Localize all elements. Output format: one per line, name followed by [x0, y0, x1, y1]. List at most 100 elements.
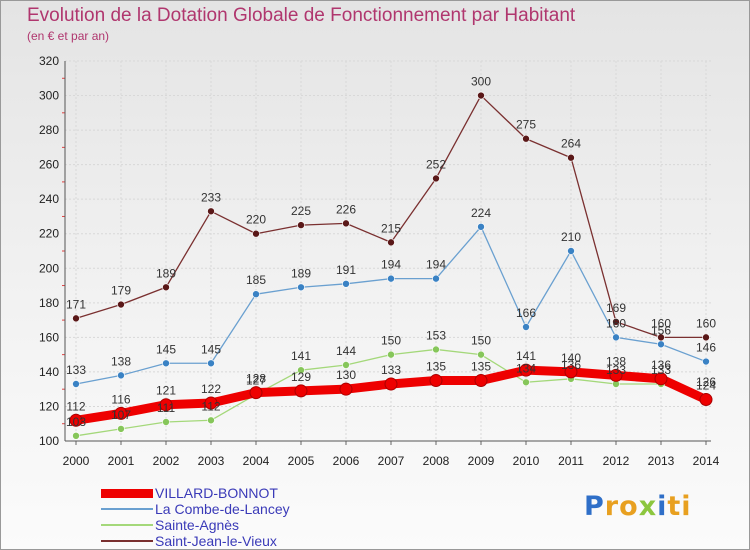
x-tick-label: 2005 — [288, 454, 315, 468]
data-point-villard-bonnot — [159, 398, 173, 412]
data-label-la-combe-de-lancey: 145 — [156, 342, 176, 356]
data-label-la-combe-de-lancey: 156 — [651, 323, 671, 337]
data-point-villard-bonnot — [474, 374, 488, 388]
data-label-saint-jean-le-vieux: 179 — [111, 284, 131, 298]
x-tick-label: 2006 — [333, 454, 360, 468]
data-label-la-combe-de-lancey: 146 — [696, 341, 716, 355]
legend-item-villard-bonnot: VILLARD-BONNOT — [101, 485, 290, 501]
x-tick-label: 2014 — [693, 454, 720, 468]
data-label-villard-bonnot: 136 — [651, 358, 671, 372]
data-label-sainte-agnes: 136 — [561, 358, 581, 372]
data-point-villard-bonnot — [294, 384, 308, 398]
data-label-saint-jean-le-vieux: 226 — [336, 202, 356, 216]
data-label-villard-bonnot: 128 — [246, 372, 266, 386]
data-label-villard-bonnot: 140 — [561, 351, 581, 365]
data-label-sainte-agnes: 133 — [651, 363, 671, 377]
data-label-saint-jean-le-vieux: 189 — [156, 266, 176, 280]
data-point-la-combe-de-lancey — [702, 357, 710, 366]
data-label-la-combe-de-lancey: 189 — [291, 266, 311, 280]
data-point-sainte-agnes — [477, 350, 485, 359]
data-point-la-combe-de-lancey — [432, 274, 440, 283]
logo-letter: r — [604, 491, 620, 522]
data-point-villard-bonnot — [249, 386, 263, 400]
data-point-la-combe-de-lancey — [252, 290, 260, 298]
data-label-villard-bonnot: 135 — [426, 360, 446, 374]
data-point-saint-jean-le-vieux — [72, 314, 80, 323]
data-label-sainte-agnes: 127 — [246, 373, 266, 387]
data-label-villard-bonnot: 141 — [516, 349, 536, 363]
data-label-sainte-agnes: 112 — [201, 399, 220, 413]
legend-label: Saint-Jean-le-Vieux — [155, 533, 277, 549]
data-label-sainte-agnes: 111 — [157, 401, 176, 415]
y-tick-label: 320 — [39, 54, 59, 68]
data-label-sainte-agnes: 134 — [516, 361, 536, 375]
x-tick-label: 2001 — [108, 454, 135, 468]
x-tick-label: 2012 — [603, 454, 630, 468]
data-label-villard-bonnot: 133 — [381, 363, 401, 377]
data-label-sainte-agnes: 153 — [426, 328, 446, 342]
data-point-saint-jean-le-vieux — [297, 221, 305, 229]
chart-subtitle: (en € et par an) — [27, 29, 110, 43]
data-label-sainte-agnes: 150 — [381, 334, 401, 348]
data-label-villard-bonnot: 129 — [291, 370, 311, 384]
data-point-saint-jean-le-vieux — [522, 134, 530, 143]
data-point-la-combe-de-lancey — [342, 280, 350, 288]
data-point-saint-jean-le-vieux — [432, 174, 440, 183]
data-point-villard-bonnot — [69, 413, 83, 427]
legend-label: La Combe-de-Lancey — [155, 501, 290, 517]
legend-label: Sainte-Agnès — [155, 517, 240, 533]
data-label-villard-bonnot: 122 — [201, 382, 221, 396]
data-point-villard-bonnot — [564, 365, 578, 379]
series-markers — [69, 91, 713, 440]
y-tick-label: 260 — [39, 158, 59, 172]
data-point-villard-bonnot — [114, 406, 128, 420]
data-label-la-combe-de-lancey: 138 — [111, 354, 131, 368]
data-label-villard-bonnot: 116 — [111, 392, 130, 406]
data-point-la-combe-de-lancey — [477, 223, 485, 231]
data-label-saint-jean-le-vieux: 275 — [516, 118, 536, 132]
data-point-saint-jean-le-vieux — [117, 300, 125, 309]
data-label-saint-jean-le-vieux: 215 — [381, 221, 401, 235]
data-label-saint-jean-le-vieux: 252 — [426, 157, 446, 171]
data-point-saint-jean-le-vieux — [342, 219, 350, 228]
x-tick-label: 2000 — [63, 454, 90, 468]
data-point-la-combe-de-lancey — [522, 323, 530, 331]
data-point-saint-jean-le-vieux — [162, 283, 170, 292]
y-tick-label: 280 — [39, 123, 59, 137]
legend-swatch — [101, 524, 153, 526]
data-point-la-combe-de-lancey — [162, 359, 170, 368]
x-tick-label: 2008 — [423, 454, 450, 468]
data-label-sainte-agnes: 107 — [111, 408, 131, 422]
y-tick-label: 160 — [39, 330, 59, 344]
legend-swatch — [101, 488, 153, 498]
logo-letter: o — [619, 491, 639, 522]
data-label-la-combe-de-lancey: 166 — [516, 306, 536, 320]
legend-swatch — [101, 508, 153, 510]
data-point-la-combe-de-lancey — [657, 340, 665, 349]
legend-item-la-combe-de-lancey: La Combe-de-Lancey — [101, 501, 290, 517]
data-label-villard-bonnot: 112 — [66, 399, 85, 413]
proxiti-logo: Proxiti — [584, 491, 692, 522]
data-point-villard-bonnot — [339, 382, 353, 396]
logo-letter: i — [681, 491, 692, 522]
legend-swatch — [101, 540, 153, 542]
x-tick-label: 2013 — [648, 454, 675, 468]
data-label-villard-bonnot: 138 — [606, 354, 626, 368]
data-label-la-combe-de-lancey: 185 — [246, 273, 266, 287]
data-label-la-combe-de-lancey: 160 — [606, 316, 626, 330]
x-tick-label: 2007 — [378, 454, 405, 468]
data-point-villard-bonnot — [654, 372, 668, 386]
x-tick-label: 2004 — [243, 454, 270, 468]
data-label-la-combe-de-lancey: 194 — [426, 258, 446, 272]
x-tick-label: 2011 — [558, 454, 584, 468]
logo-letter: i — [657, 491, 668, 522]
data-point-sainte-agnes — [297, 366, 305, 374]
data-point-villard-bonnot — [204, 396, 218, 410]
data-point-saint-jean-le-vieux — [207, 207, 215, 216]
data-point-villard-bonnot — [384, 377, 398, 391]
y-tick-label: 180 — [39, 296, 59, 310]
legend-label: VILLARD-BONNOT — [155, 485, 278, 501]
data-label-la-combe-de-lancey: 210 — [561, 230, 581, 244]
